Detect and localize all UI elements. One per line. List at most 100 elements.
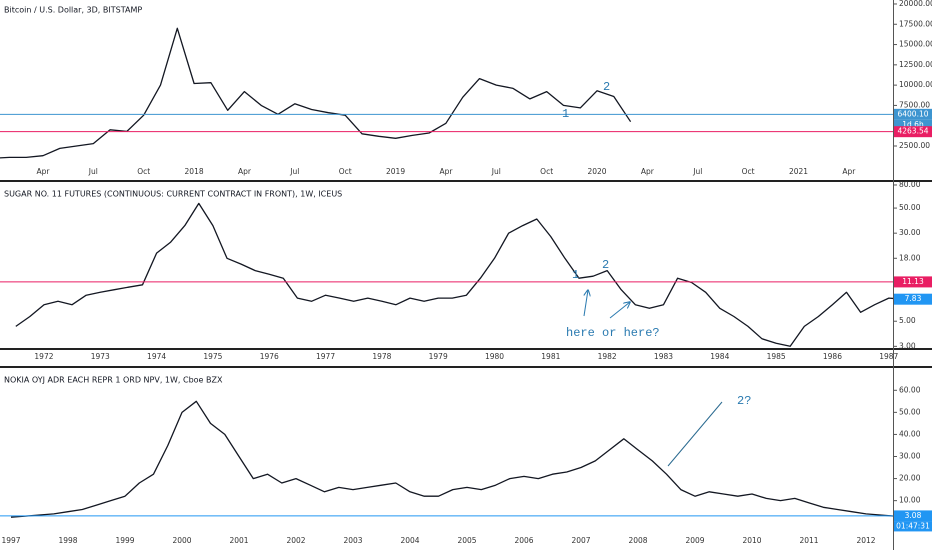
x-tick-label: 1980 [485,352,504,361]
annotation: 2? [737,394,751,408]
chart-title: SUGAR NO. 11 FUTURES (CONTINUOUS: CURREN… [4,190,342,199]
price-label: 11.13 [902,277,924,286]
y-tick-label: 2500.00 [899,141,930,150]
x-tick-label: 2008 [628,536,647,545]
x-tick-label: Apr [36,167,50,176]
x-tick-label: Oct [540,167,553,176]
x-tick-label: 2020 [587,167,606,176]
x-tick-label: 2003 [343,536,362,545]
pane-separator [0,180,932,182]
x-tick-label: Apr [842,167,856,176]
countdown-box [894,119,932,130]
price-label: 6400.10 [897,109,928,118]
y-tick-label: 30.00 [899,228,921,237]
annotation: 2 [603,80,610,94]
x-tick-label: 1981 [541,352,560,361]
y-tick-label: 60.00 [899,385,921,394]
annotation: 1 [572,268,579,282]
x-tick-label: 2019 [386,167,405,176]
x-tick-label: 1973 [91,352,110,361]
y-tick-label: 20.00 [899,474,921,483]
x-tick-label: Apr [439,167,453,176]
x-tick-label: 1997 [1,536,20,545]
x-tick-label: 1977 [316,352,335,361]
annotation: 1 [562,107,569,121]
price-label-box [894,276,932,288]
x-tick-label: 2006 [514,536,533,545]
countdown: 1d 6h [902,120,924,129]
price-label: 3.08 [905,511,922,520]
chart-title: NOKIA OYJ ADR EACH REPR 1 ORD NPV, 1W, C… [4,376,223,385]
x-tick-label: 1972 [34,352,53,361]
x-tick-label: 2011 [799,536,818,545]
y-tick-label: 17500.00 [899,19,932,28]
x-tick-label: 1982 [598,352,617,361]
x-tick-label: 1985 [767,352,786,361]
x-tick-label: 2009 [685,536,704,545]
price-label-box [894,108,932,120]
x-tick-label: Oct [339,167,352,176]
x-tick-label: 2004 [400,536,419,545]
y-tick-label: 18.00 [899,253,921,262]
arrow [609,302,630,319]
price-line-series [10,400,893,518]
x-tick-label: 2012 [856,536,875,545]
y-tick-label: 10000.00 [899,80,932,89]
last-price-box [894,293,932,305]
last-price-label: 7.83 [905,294,922,303]
annotation: here or here? [566,326,660,340]
annotation: 2 [602,258,609,272]
x-tick-label: Oct [137,167,150,176]
price-line-series [0,27,632,159]
pane-separator [0,348,932,350]
x-tick-label: 2005 [457,536,476,545]
countdown-box [894,521,932,532]
x-tick-label: 1998 [58,536,77,545]
y-tick-label: 15000.00 [899,40,932,49]
arrow [583,290,588,317]
x-tick-label: 1984 [710,352,729,361]
price-label-box [894,126,932,138]
x-tick-label: 1986 [823,352,842,361]
x-tick-label: 1978 [372,352,391,361]
price-line-series [15,202,893,347]
price-label: 4263.54 [897,127,928,136]
y-tick-label: 40.00 [899,429,921,438]
x-tick-label: Apr [641,167,655,176]
x-tick-label: Jul [88,167,98,176]
x-tick-label: 2000 [172,536,191,545]
y-tick-label: 10.00 [899,496,921,505]
price-axis-border [893,0,894,550]
chart-title: Bitcoin / U.S. Dollar, 3D, BITSTAMP [4,6,142,15]
y-tick-label: 5.00 [899,316,916,325]
x-tick-label: 2001 [229,536,248,545]
pane-separator [0,366,932,368]
trend-line [667,401,723,467]
x-tick-label: 1976 [260,352,279,361]
x-tick-label: Jul [491,167,501,176]
price-label-box [894,510,932,522]
y-tick-label: 3.00 [899,341,916,350]
x-tick-label: Oct [742,167,755,176]
countdown: 01:47:31 [896,521,930,530]
x-tick-label: Apr [238,167,252,176]
x-tick-label: Jul [289,167,299,176]
x-tick-label: 2021 [789,167,808,176]
x-tick-label: 1979 [429,352,448,361]
x-tick-label: 1983 [654,352,673,361]
y-tick-label: 50.00 [899,407,921,416]
x-tick-label: 2018 [185,167,204,176]
x-tick-label: 1999 [115,536,134,545]
y-tick-label: 80.00 [899,180,921,189]
x-tick-label: Jul [692,167,702,176]
x-tick-label: 2002 [286,536,305,545]
x-tick-label: 2007 [571,536,590,545]
y-tick-label: 50.00 [899,203,921,212]
y-tick-label: 20000.00 [899,0,932,8]
y-tick-label: 7500.00 [899,100,930,109]
x-tick-label: 1975 [203,352,222,361]
x-tick-label: 2010 [742,536,761,545]
x-tick-label: 1987 [879,352,898,361]
